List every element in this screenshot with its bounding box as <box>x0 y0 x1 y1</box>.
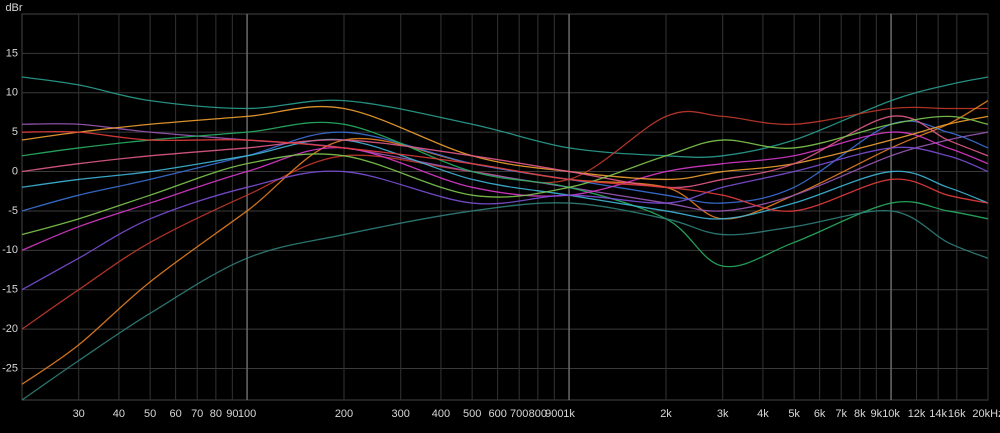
x-tick-label: 500 <box>463 408 481 420</box>
y-tick-label: 5 <box>12 126 18 138</box>
x-tick-label: 400 <box>432 408 450 420</box>
response-curve <box>21 146 989 291</box>
x-tick-label: 10k <box>882 408 900 420</box>
response-curve <box>21 130 989 212</box>
response-curve <box>21 76 989 158</box>
y-tick-label: 0 <box>12 165 18 177</box>
x-tick-label: 80 <box>210 408 222 420</box>
y-axis-label: dBr <box>5 2 22 14</box>
x-tick-label: 16k <box>948 408 966 420</box>
x-tick-label: 50 <box>144 408 156 420</box>
x-tick-label: 14k <box>929 408 947 420</box>
response-curve <box>21 121 989 268</box>
x-tick-label: 800 <box>529 408 547 420</box>
x-tick-label: 30 <box>73 408 85 420</box>
x-tick-label: 6k <box>814 408 826 420</box>
response-curve <box>21 115 989 236</box>
x-tick-label: 8k <box>854 408 866 420</box>
x-tick-label: 2k <box>660 408 672 420</box>
x-tick-label: 1k <box>563 408 575 420</box>
x-tick-label: 100 <box>238 408 256 420</box>
response-curve <box>21 138 989 220</box>
x-tick-label: 200 <box>335 408 353 420</box>
y-tick-label: -25 <box>2 362 18 374</box>
x-tick-label: 300 <box>392 408 410 420</box>
y-tick-label: 15 <box>6 47 18 59</box>
x-tick-label: 70 <box>191 408 203 420</box>
x-tick-label: 60 <box>170 408 182 420</box>
x-tick-label: 3k <box>717 408 729 420</box>
response-curve <box>21 105 989 181</box>
y-tick-label: -5 <box>8 205 18 217</box>
y-tick-label: -15 <box>2 284 18 296</box>
y-tick-label: 10 <box>6 87 18 99</box>
x-tick-label: 90 <box>226 408 238 420</box>
x-tick-label: 700 <box>510 408 528 420</box>
y-tick-label: -10 <box>2 244 18 256</box>
x-tick-label: 12k <box>908 408 926 420</box>
x-tick-label: 900 <box>545 408 563 420</box>
y-tick-label: -20 <box>2 323 18 335</box>
x-tick-label: 20kHz <box>972 408 1000 420</box>
x-tick-label: 600 <box>488 408 506 420</box>
x-tick-label: 7k <box>835 408 847 420</box>
x-tick-label: 5k <box>788 408 800 420</box>
response-curve <box>21 115 989 189</box>
x-tick-label: 4k <box>757 408 769 420</box>
x-tick-label: 9k <box>871 408 883 420</box>
x-tick-label: 40 <box>113 408 125 420</box>
response-curve <box>21 202 989 401</box>
